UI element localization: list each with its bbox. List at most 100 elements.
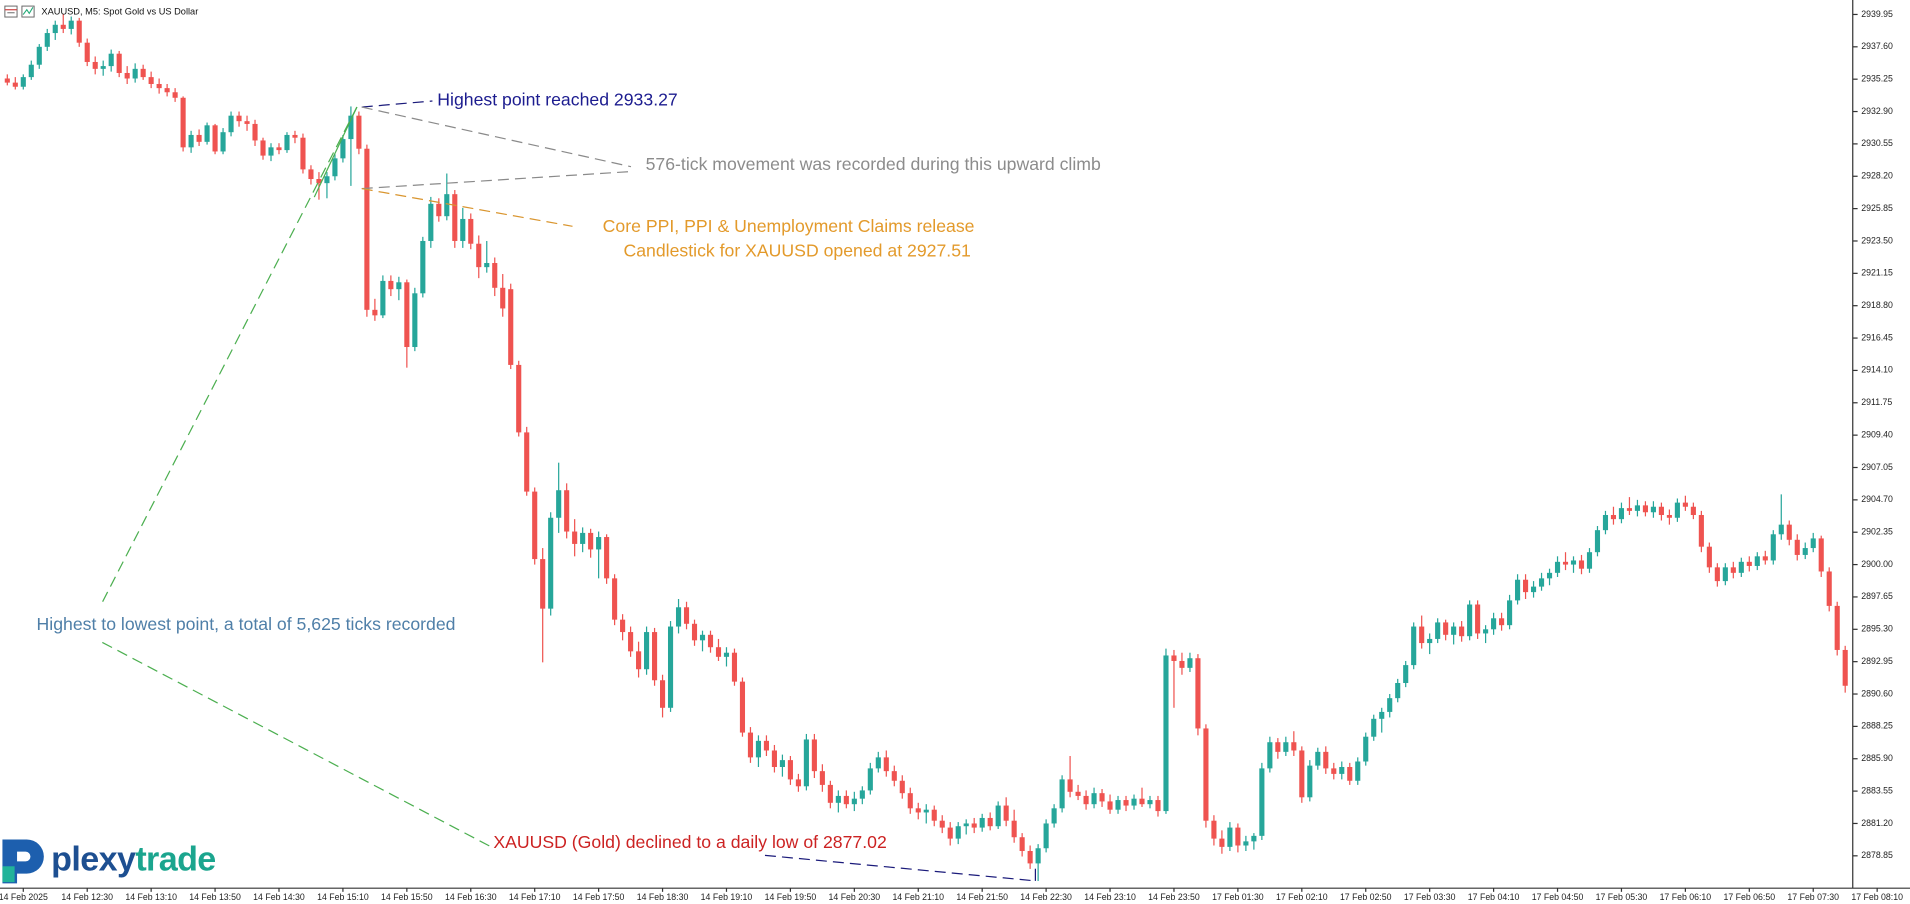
y-tick-label: 2925.85: [1861, 203, 1893, 213]
y-tick-label: 2909.40: [1861, 429, 1893, 439]
candle-body: [316, 179, 322, 184]
candle-body: [819, 771, 825, 785]
candle-body: [164, 88, 170, 93]
candle-body: [1475, 604, 1481, 634]
x-tick-label: 14 Feb 15:50: [381, 892, 433, 902]
x-tick-label: 14 Feb 18:30: [637, 892, 689, 902]
x-tick-label: 17 Feb 06:50: [1724, 892, 1776, 902]
candle-body: [172, 92, 178, 98]
candle-body: [1147, 800, 1153, 805]
candle-body: [1634, 505, 1640, 511]
candle-body: [1251, 835, 1257, 842]
candle-body: [843, 795, 849, 805]
candle-body: [244, 121, 250, 124]
candle-body: [923, 809, 929, 813]
candle-body: [1786, 524, 1792, 540]
candle-body: [1690, 506, 1696, 516]
candle-body: [1762, 556, 1768, 561]
candle-body: [1219, 838, 1225, 847]
candle-body: [628, 632, 634, 652]
candle-body: [795, 779, 801, 787]
candle-body: [1299, 750, 1305, 798]
candle-body: [1283, 742, 1289, 752]
candle-body: [1211, 820, 1217, 839]
y-tick-label: 2904.70: [1861, 494, 1893, 504]
candle-body: [308, 169, 314, 180]
candle-body: [68, 20, 74, 29]
candle-body: [468, 218, 474, 244]
window-icons: [4, 5, 35, 18]
candle-body: [803, 739, 809, 787]
candle-body: [1075, 791, 1081, 796]
y-tick-label: 2881.20: [1861, 818, 1893, 828]
candle-body: [1451, 626, 1457, 635]
candle-body: [1618, 508, 1625, 520]
candle-body: [1778, 524, 1784, 535]
candle-body: [1363, 736, 1369, 762]
y-tick-label: 2921.15: [1861, 268, 1893, 278]
candle-body: [915, 808, 921, 813]
candle-body: [652, 632, 658, 681]
x-tick-label: 14 Feb 17:50: [573, 892, 625, 902]
connector: [361, 100, 433, 108]
candle-body: [707, 634, 714, 648]
x-tick-label: 14 Feb 12:30: [61, 892, 113, 902]
x-tick-label: 14 Feb 21:50: [956, 892, 1008, 902]
candle-body: [140, 68, 146, 78]
candle-body: [971, 823, 977, 828]
candle-body: [1131, 798, 1137, 806]
x-tick-label: 17 Feb 02:50: [1340, 892, 1392, 902]
y-tick-label: 2916.45: [1861, 332, 1893, 342]
x-tick-label: 14 Feb 13:10: [125, 892, 177, 902]
candle-body: [939, 820, 945, 828]
candle-body: [867, 768, 873, 791]
candle-body: [588, 532, 594, 550]
candle-body: [516, 364, 522, 433]
candle-body: [1554, 561, 1561, 573]
candle-body: [332, 158, 338, 177]
candle-body: [52, 24, 58, 34]
candle-body: [1059, 779, 1065, 809]
x-tick-label: 17 Feb 06:10: [1660, 892, 1712, 902]
candle-body: [1115, 800, 1121, 810]
candle-body: [1730, 567, 1736, 573]
annotation: Highest to lowest point, a total of 5,62…: [37, 614, 456, 634]
candle-body: [1722, 567, 1728, 582]
x-tick-label: 14 Feb 19:10: [701, 892, 753, 902]
x-tick-label: 14 Feb 22:30: [1020, 892, 1072, 902]
candle-body: [995, 805, 1001, 827]
candle-body: [1315, 751, 1321, 766]
candle-body: [1530, 586, 1537, 593]
candle-body: [1139, 798, 1145, 805]
candle-body: [1043, 823, 1049, 849]
candle-body: [1754, 556, 1760, 566]
x-tick-label: 17 Feb 07:30: [1787, 892, 1839, 902]
candle-body: [364, 148, 370, 310]
candle-body: [196, 134, 202, 142]
candle-body: [1443, 622, 1449, 635]
candle-body: [1515, 579, 1521, 601]
candle-body: [604, 537, 610, 579]
candle-body: [636, 651, 642, 670]
candle-body: [228, 115, 234, 133]
candle-body: [540, 559, 546, 609]
y-tick-label: 2930.55: [1861, 138, 1893, 148]
candle-body: [771, 750, 777, 768]
x-tick-label: 17 Feb 08:10: [1851, 892, 1903, 902]
annotation-lines: [101, 100, 1037, 882]
candle-body: [268, 147, 274, 156]
candle-body: [1523, 579, 1529, 593]
chart-title: XAUUSD, M5: Spot Gold vs US Dollar: [41, 7, 198, 17]
candle-body: [612, 578, 618, 620]
x-tick-label: 14 Feb 21:10: [892, 892, 944, 902]
candle-body: [1171, 655, 1177, 661]
candle-body: [1666, 515, 1672, 518]
candle-body: [1155, 800, 1161, 812]
candle-body: [572, 531, 578, 544]
candle-body: [667, 626, 674, 708]
y-tick-label: 2937.60: [1861, 41, 1893, 51]
candle-body: [1674, 502, 1680, 518]
candle-body: [1658, 506, 1664, 516]
candle-body: [1419, 626, 1425, 644]
